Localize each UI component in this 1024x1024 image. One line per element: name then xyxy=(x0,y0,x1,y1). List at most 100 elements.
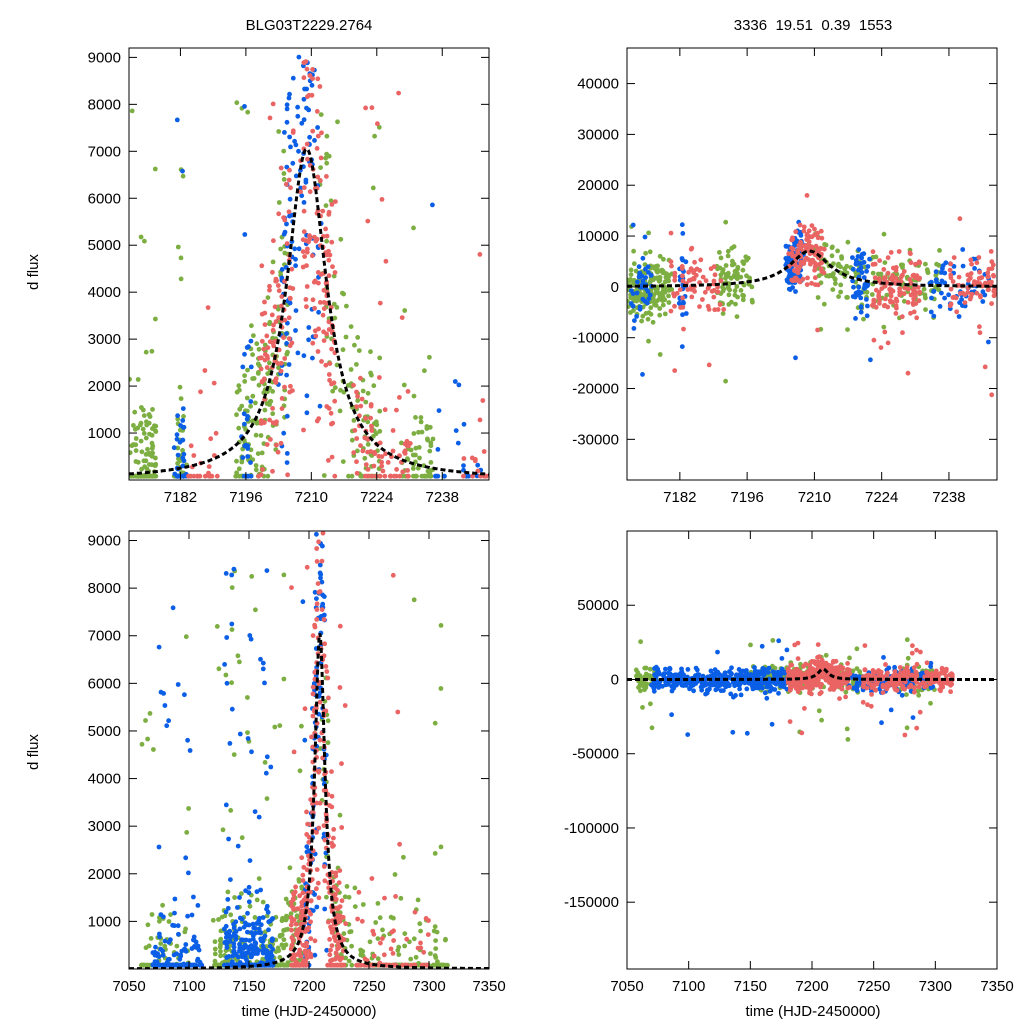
point-blue xyxy=(640,372,645,377)
point-blue xyxy=(651,682,657,688)
point-red xyxy=(801,224,807,230)
y-tick-label: 9000 xyxy=(88,49,121,66)
point-green xyxy=(256,876,262,881)
point-red xyxy=(989,301,994,306)
point-green xyxy=(372,133,377,139)
point-blue xyxy=(856,289,861,295)
point-green xyxy=(402,308,408,313)
point-red xyxy=(882,329,888,335)
point-green xyxy=(656,268,662,274)
point-blue xyxy=(295,104,300,110)
point-green xyxy=(287,865,293,871)
point-red xyxy=(261,346,267,352)
point-blue xyxy=(733,693,738,698)
point-blue xyxy=(284,451,290,456)
point-red xyxy=(289,266,295,272)
point-red xyxy=(815,327,820,333)
point-green xyxy=(245,109,251,115)
point-green xyxy=(408,956,414,962)
point-blue xyxy=(189,946,195,951)
point-blue xyxy=(951,264,957,269)
point-red xyxy=(355,916,360,922)
point-red xyxy=(818,228,824,234)
point-red xyxy=(289,585,294,590)
point-green xyxy=(435,959,440,964)
point-red xyxy=(257,355,263,361)
point-green xyxy=(294,914,300,920)
point-blue xyxy=(224,955,230,960)
point-green xyxy=(332,385,338,390)
point-red xyxy=(322,878,328,884)
point-red xyxy=(307,73,313,78)
point-blue xyxy=(630,291,636,296)
point-green xyxy=(299,723,304,729)
point-blue xyxy=(225,897,231,902)
point-green xyxy=(346,894,352,900)
point-red xyxy=(270,327,276,333)
point-blue xyxy=(174,117,180,123)
point-blue xyxy=(715,669,721,675)
point-red xyxy=(299,903,305,909)
point-red xyxy=(275,283,281,288)
point-green xyxy=(660,302,666,308)
point-green xyxy=(844,726,850,732)
point-red xyxy=(310,76,315,81)
point-blue xyxy=(312,138,317,143)
point-red xyxy=(314,830,319,835)
point-blue xyxy=(760,680,766,686)
point-red xyxy=(264,353,270,359)
point-blue xyxy=(284,331,289,336)
point-blue xyxy=(187,748,193,753)
point-blue xyxy=(766,665,772,671)
point-green xyxy=(415,897,421,903)
x-tick-label: 7210 xyxy=(295,489,328,506)
point-red xyxy=(307,189,313,195)
point-red xyxy=(358,403,364,409)
point-blue xyxy=(239,945,245,950)
point-blue xyxy=(252,925,258,931)
point-red xyxy=(329,421,334,427)
point-blue xyxy=(680,312,685,318)
point-green xyxy=(838,282,844,288)
point-red xyxy=(301,60,307,65)
point-red xyxy=(872,261,878,267)
point-green xyxy=(132,409,138,415)
point-blue xyxy=(655,666,661,672)
point-green xyxy=(259,450,265,456)
point-blue xyxy=(321,831,327,837)
point-blue xyxy=(646,296,652,302)
point-green xyxy=(253,432,259,438)
point-red xyxy=(677,287,683,292)
point-red xyxy=(697,268,703,273)
point-green xyxy=(861,316,866,322)
point-red xyxy=(302,948,308,954)
point-red xyxy=(891,265,896,271)
point-green xyxy=(175,461,181,466)
point-red xyxy=(354,962,359,968)
point-red xyxy=(351,450,357,456)
point-red xyxy=(322,771,327,777)
point-red xyxy=(289,962,295,968)
point-blue xyxy=(254,889,260,895)
point-blue xyxy=(703,682,708,688)
point-green xyxy=(352,885,358,891)
point-green xyxy=(921,286,927,292)
point-red xyxy=(881,267,887,272)
point-green xyxy=(133,473,139,479)
point-blue xyxy=(960,247,966,252)
point-blue xyxy=(279,275,285,281)
point-green xyxy=(740,267,746,273)
point-red xyxy=(383,451,388,457)
point-blue xyxy=(747,673,753,679)
point-blue xyxy=(156,644,162,650)
point-blue xyxy=(262,680,267,686)
point-red xyxy=(363,462,369,467)
y-tick-label: 1000 xyxy=(88,913,121,930)
point-blue xyxy=(679,256,685,261)
point-red xyxy=(305,156,310,162)
x-tick-label: 7196 xyxy=(229,489,262,506)
point-blue xyxy=(246,884,252,890)
point-green xyxy=(140,407,146,413)
point-green xyxy=(270,259,276,265)
point-blue xyxy=(304,410,310,416)
